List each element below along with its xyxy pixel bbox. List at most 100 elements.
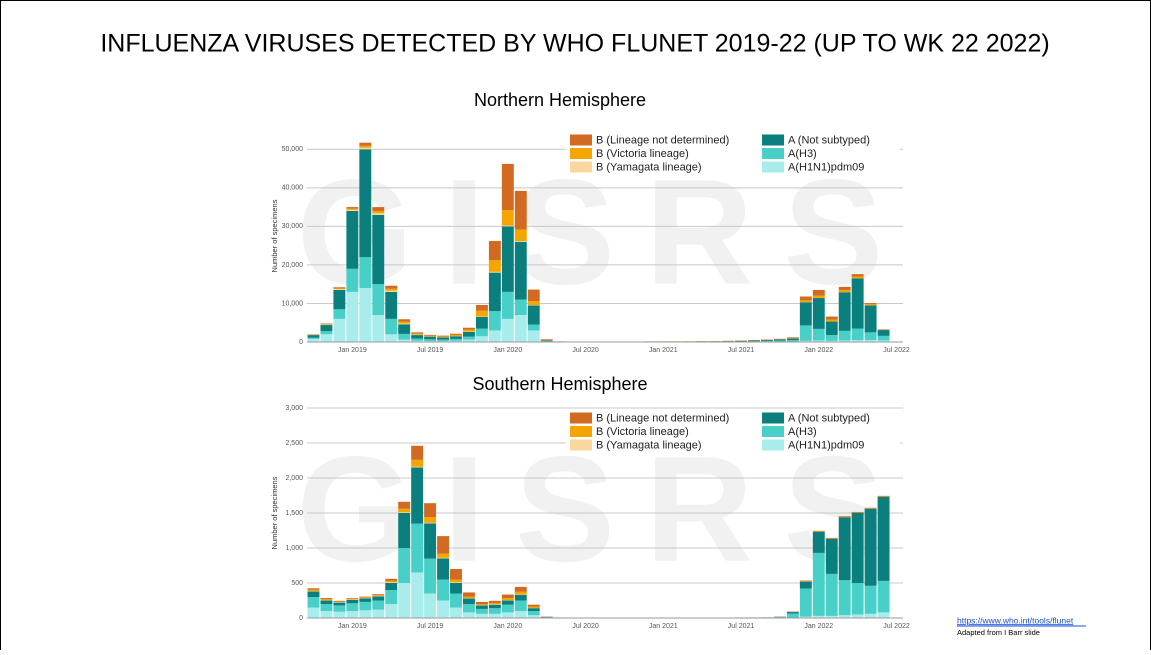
bar-segment	[502, 164, 514, 210]
legend-label: B (Victoria lineage)	[596, 148, 689, 160]
bar-segment	[411, 460, 423, 467]
bar-segment	[411, 468, 423, 524]
legend-swatch	[570, 162, 592, 173]
bar-segment	[813, 329, 825, 341]
bar-segment	[411, 332, 423, 333]
bar-segment	[450, 608, 462, 619]
bar-segment	[502, 226, 514, 227]
bar-segment	[489, 614, 501, 618]
bar-segment	[463, 328, 475, 330]
y-tick-label: 1,500	[285, 510, 303, 517]
bar-segment	[489, 605, 501, 609]
bar-segment	[359, 149, 371, 257]
bar-segment	[437, 336, 449, 337]
y-tick-label: 50,000	[282, 146, 304, 153]
slide-title: INFLUENZA VIRUSES DETECTED BY WHO FLUNET…	[100, 30, 1049, 58]
bar-segment	[437, 554, 449, 558]
bar-segment	[320, 604, 332, 611]
bar-segment	[463, 332, 475, 337]
bar-segment	[528, 611, 540, 615]
legend-swatch	[570, 148, 592, 159]
bar-segment	[450, 583, 462, 594]
bar-segment	[411, 524, 423, 573]
bar-segment	[359, 602, 371, 610]
x-tick-label: Jan 2019	[338, 347, 367, 354]
bar-segment	[333, 288, 345, 289]
x-tick-label: Jul 2022	[883, 623, 910, 630]
bar-segment	[865, 614, 877, 618]
bar-segment	[852, 583, 864, 615]
bar-segment	[826, 539, 838, 574]
bar-segment	[528, 305, 540, 324]
source-link[interactable]: https://www.who.int/tools/flunet	[957, 615, 1074, 625]
legend-label: B (Yamagata lineage)	[596, 439, 702, 451]
bar-segment	[839, 292, 851, 331]
bar-segment	[865, 508, 877, 509]
bar-segment	[320, 598, 332, 599]
x-tick-label: Jul 2019	[417, 347, 444, 354]
legend-swatch	[570, 440, 592, 451]
bar-segment	[398, 319, 410, 321]
bar-segment	[320, 601, 332, 605]
bar-segment	[748, 340, 760, 341]
bar-segment	[735, 341, 747, 342]
bar-segment	[411, 339, 423, 341]
x-tick-label: Jul 2021	[728, 623, 755, 630]
y-tick-label: 30,000	[282, 223, 304, 230]
bar-segment	[865, 305, 877, 332]
bar-segment	[800, 589, 812, 617]
bar-segment	[333, 287, 345, 288]
bar-segment	[359, 148, 371, 150]
bar-segment	[308, 590, 320, 591]
bar-segment	[541, 340, 553, 341]
bar-segment	[528, 608, 540, 611]
bar-segment	[424, 517, 436, 523]
bar-segment	[852, 278, 864, 328]
bar-segment	[411, 335, 423, 338]
y-tick-label: 20,000	[282, 262, 304, 269]
y-tick-label: 2,500	[285, 440, 303, 447]
bar-segment	[865, 332, 877, 340]
bar-segment	[878, 612, 890, 618]
bar-segment	[308, 597, 320, 608]
bar-segment	[463, 592, 475, 596]
x-tick-label: Jan 2020	[493, 623, 522, 630]
legend-swatch	[762, 162, 784, 173]
bar-segment	[372, 213, 384, 215]
bar-segment	[800, 300, 812, 302]
bar-segment	[385, 286, 397, 289]
bar-segment	[385, 583, 397, 590]
bar-segment	[320, 331, 332, 334]
bar-segment	[424, 337, 436, 340]
bar-segment	[800, 297, 812, 301]
bar-segment	[515, 191, 527, 230]
bar-segment	[839, 331, 851, 341]
bar-segment	[320, 325, 332, 331]
bar-segment	[489, 601, 501, 603]
bar-segment	[852, 274, 864, 276]
bar-segment	[385, 581, 397, 582]
x-tick-label: Jul 2020	[572, 623, 599, 630]
bar-segment	[826, 335, 838, 341]
bar-segment	[528, 330, 540, 342]
bar-segment	[424, 503, 436, 517]
bar-segment	[372, 596, 384, 600]
bar-segment	[450, 334, 462, 335]
x-tick-label: Jul 2022	[883, 347, 910, 354]
bar-segment	[437, 559, 449, 580]
bar-segment	[774, 339, 786, 340]
bar-segment	[346, 211, 358, 269]
bar-segment	[346, 209, 358, 210]
bar-segment	[852, 512, 864, 513]
y-tick-label: 2,000	[285, 475, 303, 482]
bar-segment	[515, 315, 527, 342]
legend-label: A (Not subtyped)	[788, 412, 870, 424]
y-tick-label: 1,000	[285, 545, 303, 552]
bar-segment	[800, 302, 812, 325]
bar-segment	[346, 599, 358, 600]
bar-segment	[813, 531, 825, 532]
bar-segment	[502, 601, 514, 605]
x-tick-label: Jan 2021	[649, 347, 678, 354]
bar-segment	[865, 304, 877, 305]
bar-segment	[308, 608, 320, 619]
